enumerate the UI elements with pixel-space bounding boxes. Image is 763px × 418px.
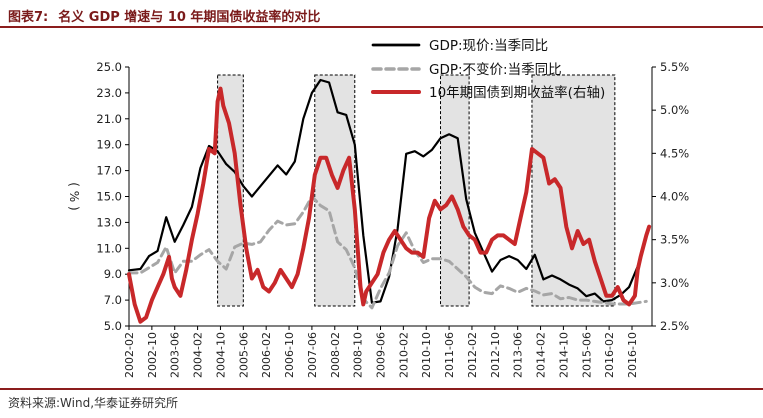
figure-label: 图表7:	[8, 10, 49, 25]
x-tick-label: 2010-02	[397, 332, 410, 378]
x-tick-label: 2005-06	[237, 332, 250, 378]
series-line-2	[127, 195, 648, 310]
x-tick-label: 2012-10	[489, 332, 502, 378]
left-tick-label: 5.0	[104, 319, 122, 333]
right-tick-label: 4.5%	[660, 146, 689, 160]
right-tick-label: 2.5%	[660, 319, 689, 333]
shaded-period-4	[531, 74, 616, 307]
x-tick-label: 2004-02	[192, 332, 205, 378]
left-tick-label: 17.0	[96, 164, 122, 178]
left-tick-label: 15.0	[96, 190, 122, 204]
shaded-period-1	[217, 74, 244, 307]
right-tick-label: 5.0%	[660, 103, 689, 117]
right-tick-label: 5.5%	[660, 60, 689, 74]
legend-label-3: 10年期国债到期收益率(右轴)	[429, 84, 605, 101]
right-tick-label: 4.0%	[660, 190, 689, 204]
right-tick-label: 3.5%	[660, 233, 689, 247]
left-tick-label: 9.0	[104, 267, 122, 281]
x-tick-label: 2014-10	[557, 332, 570, 378]
x-tick-label: 2007-06	[306, 332, 319, 378]
left-tick-label: 7.0	[104, 293, 122, 307]
legend-label-2: GDP:不变价:当季同比	[429, 62, 562, 78]
x-tick-label: 2008-02	[329, 332, 342, 378]
shaded-period-2	[314, 74, 356, 307]
left-tick-label: 13.0	[96, 215, 122, 229]
x-tick-label: 2003-06	[169, 332, 182, 378]
x-tick-label: 2015-06	[580, 332, 593, 378]
x-tick-label: 2006-10	[283, 332, 296, 378]
x-tick-label: 2016-10	[626, 332, 639, 378]
x-tick-label: 2012-02	[466, 332, 479, 378]
left-tick-label: 23.0	[96, 86, 122, 100]
series-line-3	[127, 86, 652, 324]
right-tick-label: 3.0%	[660, 276, 689, 290]
left-tick-label: 19.0	[96, 138, 122, 152]
left-tick-label: 11.0	[96, 241, 122, 255]
x-tick-label: 2014-02	[535, 332, 548, 378]
x-tick-label: 2006-02	[260, 332, 273, 378]
source-note: 资料来源:Wind,华泰证券研究所	[8, 396, 179, 410]
bottom-rule	[0, 388, 763, 390]
x-tick-label: 2013-06	[512, 332, 525, 378]
top-rule	[0, 26, 763, 28]
series-line-1	[127, 78, 648, 304]
figure-title: 图表7: 名义 GDP 增速与 10 年期国债收益率的对比	[8, 6, 320, 25]
legend-label-1: GDP:现价:当季同比	[429, 38, 548, 54]
x-tick-label: 2010-10	[420, 332, 433, 378]
y-axis-label: ( % )	[67, 182, 81, 210]
x-tick-label: 2002-10	[146, 332, 159, 378]
chart: 25.0 23.0 21.0 19.0 17.0 15.0 13.0 11.0 9.0 7.0 5.…	[67, 38, 689, 378]
x-tick-label: 2002-02	[123, 332, 136, 378]
x-tick-label: 2008-10	[352, 332, 365, 378]
left-tick-label: 21.0	[96, 112, 122, 126]
x-tick-label: 2009-06	[374, 332, 387, 378]
x-tick-label: 2004-10	[214, 332, 227, 378]
x-tick-label: 2011-06	[443, 332, 456, 378]
left-tick-label: 25.0	[96, 60, 122, 74]
figure-title-text: 名义 GDP 增速与 10 年期国债收益率的对比	[58, 10, 321, 25]
x-tick-label: 2016-02	[603, 332, 616, 378]
